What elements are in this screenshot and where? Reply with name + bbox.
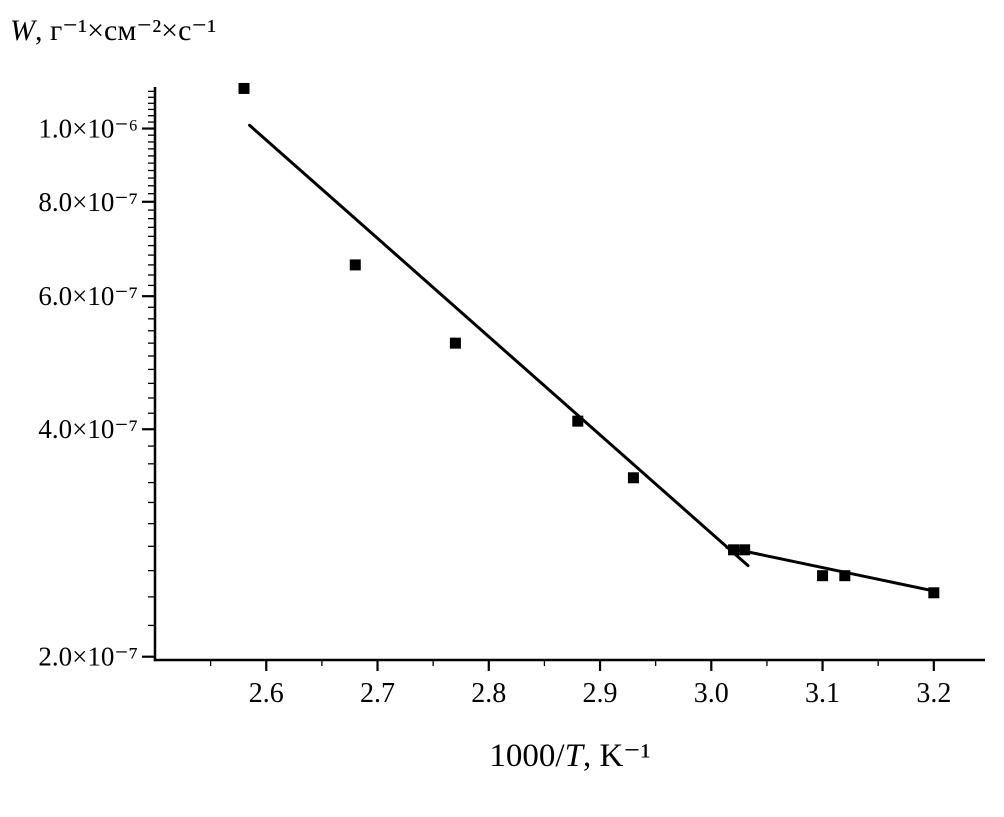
data-point bbox=[728, 544, 740, 556]
data-point bbox=[238, 82, 250, 94]
data-point bbox=[739, 544, 751, 556]
x-tick-label: 3.1 bbox=[805, 678, 840, 709]
data-point bbox=[627, 472, 639, 484]
y-tick-label: 2.0×10⁻⁷ bbox=[38, 642, 138, 672]
data-point bbox=[928, 587, 940, 599]
data-point bbox=[449, 337, 461, 349]
data-point bbox=[349, 259, 361, 271]
data-point bbox=[572, 415, 584, 427]
x-tick-label: 2.7 bbox=[360, 678, 395, 709]
y-axis-label: W, г⁻¹×см⁻²×с⁻¹ bbox=[10, 14, 216, 47]
x-tick-label: 3.0 bbox=[694, 678, 729, 709]
data-point bbox=[839, 570, 851, 582]
x-axis-label: 1000/T, K⁻¹ bbox=[489, 738, 650, 774]
y-tick-label: 1.0×10⁻⁶ bbox=[38, 114, 138, 144]
y-tick-label: 6.0×10⁻⁷ bbox=[38, 281, 138, 311]
fit-line-low-temperature bbox=[725, 545, 938, 593]
y-tick-label: 4.0×10⁻⁷ bbox=[38, 414, 138, 444]
x-tick-label: 2.8 bbox=[471, 678, 506, 709]
fit-line-high-temperature bbox=[248, 123, 750, 568]
x-tick-label: 3.2 bbox=[916, 678, 951, 709]
x-tick-label: 2.6 bbox=[249, 678, 284, 709]
y-tick-label: 8.0×10⁻⁷ bbox=[38, 187, 138, 217]
data-point bbox=[817, 570, 829, 582]
x-tick-label: 2.9 bbox=[583, 678, 618, 709]
